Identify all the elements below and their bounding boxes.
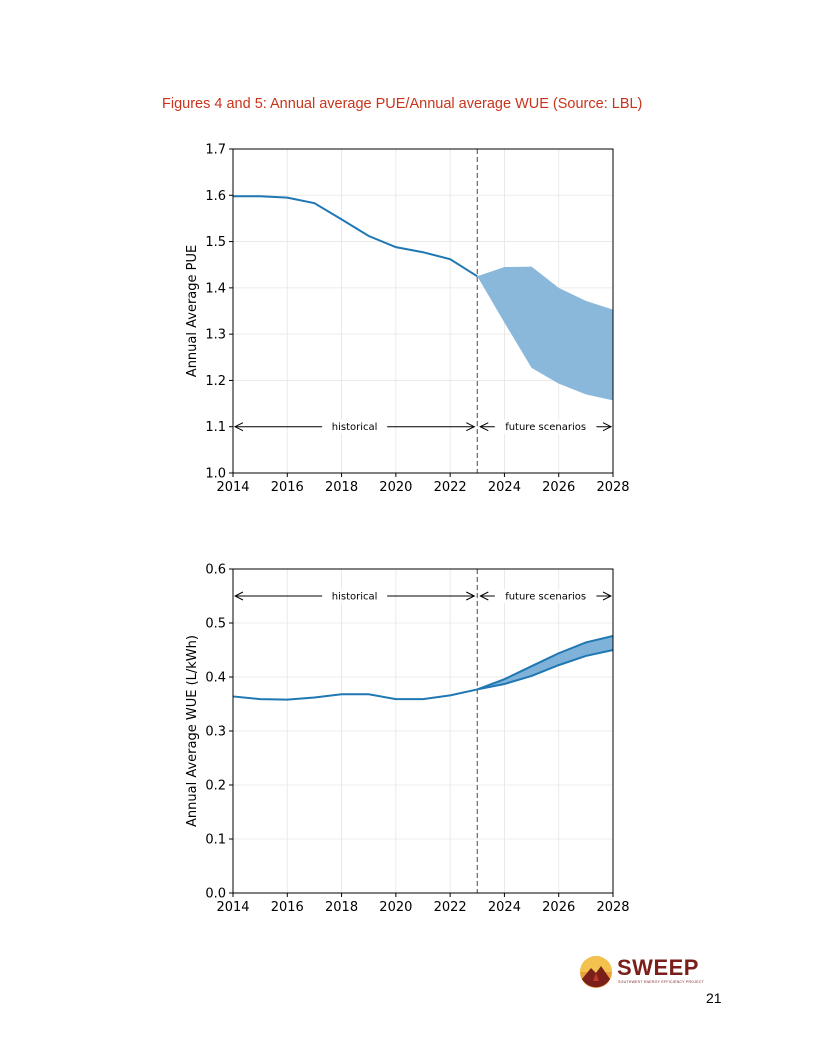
x-tick-label: 2024 bbox=[488, 900, 521, 915]
logo-wordmark: SWEEP bbox=[617, 955, 699, 980]
page-title: Figures 4 and 5: Annual average PUE/Annu… bbox=[162, 96, 643, 112]
grid bbox=[232, 568, 614, 894]
x-tick-label: 2024 bbox=[488, 480, 521, 495]
y-tick-label: 1.7 bbox=[205, 143, 226, 158]
y-tick-label: 0.4 bbox=[205, 671, 226, 686]
y-tick-label: 0.5 bbox=[205, 617, 226, 632]
x-tick-label: 2016 bbox=[271, 480, 304, 495]
y-tick-label: 1.5 bbox=[205, 235, 226, 250]
plot-frame bbox=[232, 148, 614, 474]
y-tick-label: 1.3 bbox=[205, 328, 226, 343]
future-label-bg bbox=[494, 589, 597, 603]
sweep-logo-icon bbox=[580, 956, 612, 988]
y-tick-label: 1.4 bbox=[205, 281, 226, 296]
scenario-lower-line bbox=[477, 649, 614, 691]
future-label-bg bbox=[494, 419, 597, 434]
logo-tagline: SOUTHWEST ENERGY EFFICIENCY PROJECT bbox=[618, 980, 705, 984]
x-tick-label: 2028 bbox=[596, 480, 629, 495]
y-tick-label: 0.2 bbox=[205, 779, 226, 794]
y-axis-label: Annual Average WUE (L/kWh) bbox=[185, 635, 200, 827]
y-tick-label: 1.6 bbox=[205, 189, 226, 204]
historical-label: historical bbox=[332, 422, 378, 433]
x-tick-label: 2028 bbox=[596, 900, 629, 915]
wue-chart: historical future scenarios 2014 2016 2018 20… bbox=[185, 563, 630, 916]
scenario-upper-line bbox=[476, 634, 614, 691]
x-tick-label: 2020 bbox=[379, 480, 412, 495]
x-tick-label: 2022 bbox=[434, 480, 467, 495]
y-tick-label: 1.1 bbox=[205, 420, 226, 435]
historical-label-bg bbox=[322, 419, 388, 434]
y-tick-label: 1.0 bbox=[205, 467, 226, 482]
pue-chart: historical future scenarios 2014 2016 2018 20… bbox=[185, 143, 630, 496]
x-tick-label: 2016 bbox=[271, 900, 304, 915]
future-label: future scenarios bbox=[505, 422, 586, 433]
y-axis-label: Annual Average PUE bbox=[185, 245, 200, 377]
y-tick-label: 1.2 bbox=[205, 374, 226, 389]
x-tick-label: 2014 bbox=[216, 480, 249, 495]
x-tick-label: 2018 bbox=[325, 480, 358, 495]
x-tick-label: 2018 bbox=[325, 900, 358, 915]
future-label: future scenarios bbox=[505, 592, 586, 603]
y-tick-label: 0.0 bbox=[205, 887, 226, 902]
y-tick-label: 0.6 bbox=[205, 563, 226, 578]
historical-label-bg bbox=[322, 589, 388, 603]
y-tick-label: 0.3 bbox=[205, 725, 226, 740]
historical-label: historical bbox=[332, 592, 378, 603]
x-tick-label: 2026 bbox=[542, 900, 575, 915]
page-number: 21 bbox=[706, 990, 722, 1006]
historical-series-line bbox=[232, 688, 478, 701]
x-tick-label: 2020 bbox=[379, 900, 412, 915]
scenario-band bbox=[477, 266, 613, 401]
x-tick-label: 2014 bbox=[216, 900, 249, 915]
x-tick-label: 2022 bbox=[434, 900, 467, 915]
y-tick-label: 0.1 bbox=[205, 833, 226, 848]
historical-series-line bbox=[233, 195, 478, 278]
x-tick-label: 2026 bbox=[542, 480, 575, 495]
